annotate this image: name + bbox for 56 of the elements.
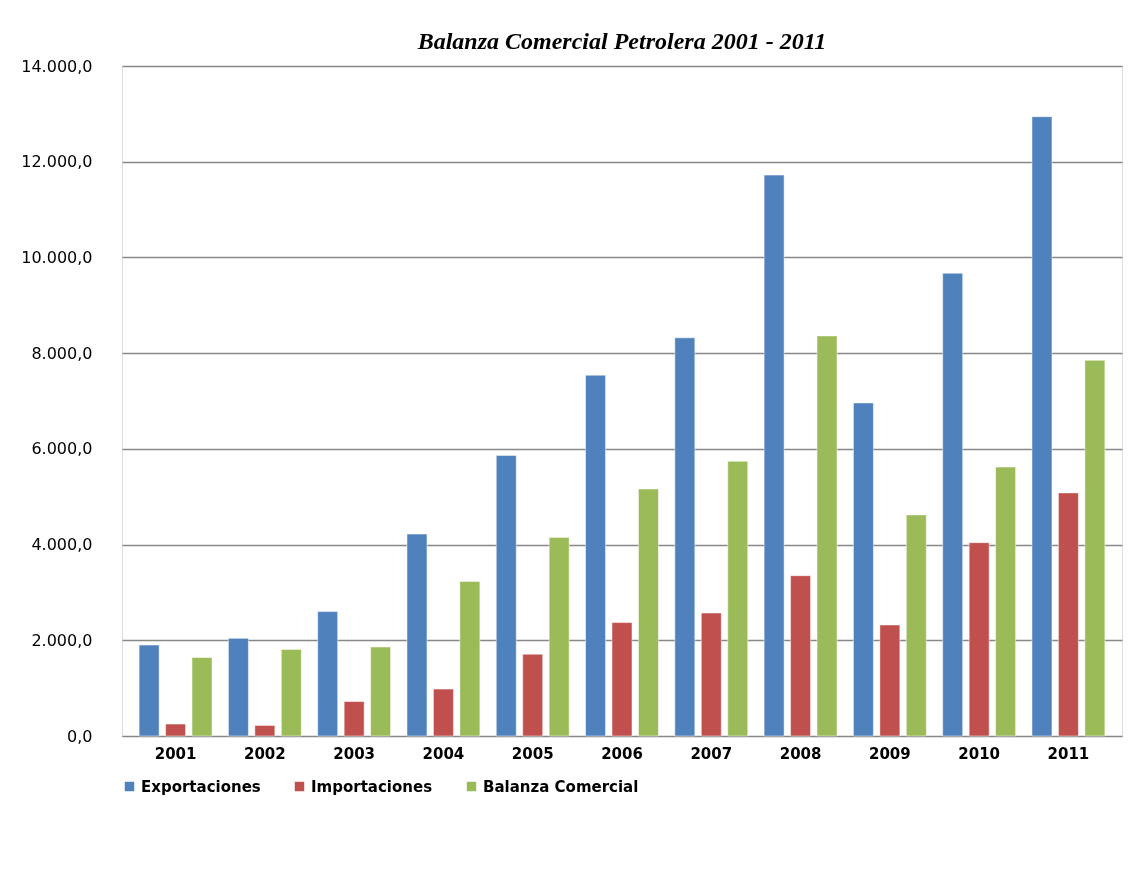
bar [406, 533, 428, 737]
x-tick-label: 2003 [333, 744, 376, 763]
bar [638, 488, 659, 737]
bar [995, 466, 1016, 737]
x-tick-label: 2006 [601, 744, 643, 763]
legend-label: Importaciones [311, 777, 433, 796]
bar [459, 581, 481, 737]
bar [317, 611, 338, 737]
bar [853, 402, 874, 737]
bar [548, 537, 570, 737]
y-tick-label: 8.000,0 [31, 343, 93, 363]
y-tick-label: 6.000,0 [31, 439, 93, 459]
bar [281, 649, 302, 737]
bar [370, 646, 391, 737]
bar [1084, 360, 1106, 737]
x-tick-label: 2011 [1047, 744, 1090, 763]
x-tick-label: 2010 [958, 744, 1001, 763]
x-tick-label: 2005 [511, 744, 554, 763]
bar [228, 638, 249, 737]
y-tick-label: 12.000,0 [21, 152, 93, 172]
legend-label: Balanza Comercial [483, 777, 639, 796]
bar [254, 725, 276, 737]
x-tick-label: 2008 [779, 744, 822, 763]
bar [343, 701, 365, 737]
bar [816, 335, 838, 737]
bar [433, 688, 454, 737]
bar [790, 575, 811, 737]
bar [585, 374, 606, 737]
x-tick-label: 2004 [422, 744, 465, 763]
x-tick-label: 2007 [690, 744, 733, 763]
y-tick-label: 10.000,0 [21, 247, 93, 267]
bar [701, 612, 722, 737]
bar [879, 624, 901, 737]
chart-title: Balanza Comercial Petrolera 2001 - 2011 [416, 28, 827, 54]
bar [674, 337, 696, 737]
y-tick-label: 0,0 [67, 726, 93, 746]
bar [191, 657, 213, 737]
bar [727, 461, 748, 737]
bar [906, 514, 927, 737]
legend-label: Exportaciones [141, 777, 261, 796]
bar [138, 644, 160, 737]
y-tick-label: 4.000,0 [31, 535, 93, 555]
y-tick-label: 14.000,0 [21, 56, 93, 76]
x-tick-label: 2002 [243, 744, 286, 763]
x-tick-label: 2009 [868, 744, 911, 763]
bar [763, 174, 785, 737]
x-tick-label: 2001 [154, 744, 197, 763]
y-tick-label: 2.000,0 [31, 630, 93, 650]
bar [1058, 492, 1079, 737]
bar [522, 653, 543, 737]
bar [496, 455, 517, 737]
bar [942, 272, 963, 737]
bar [611, 622, 633, 737]
bar [1031, 116, 1053, 737]
bar [165, 723, 186, 737]
bar [968, 542, 990, 737]
